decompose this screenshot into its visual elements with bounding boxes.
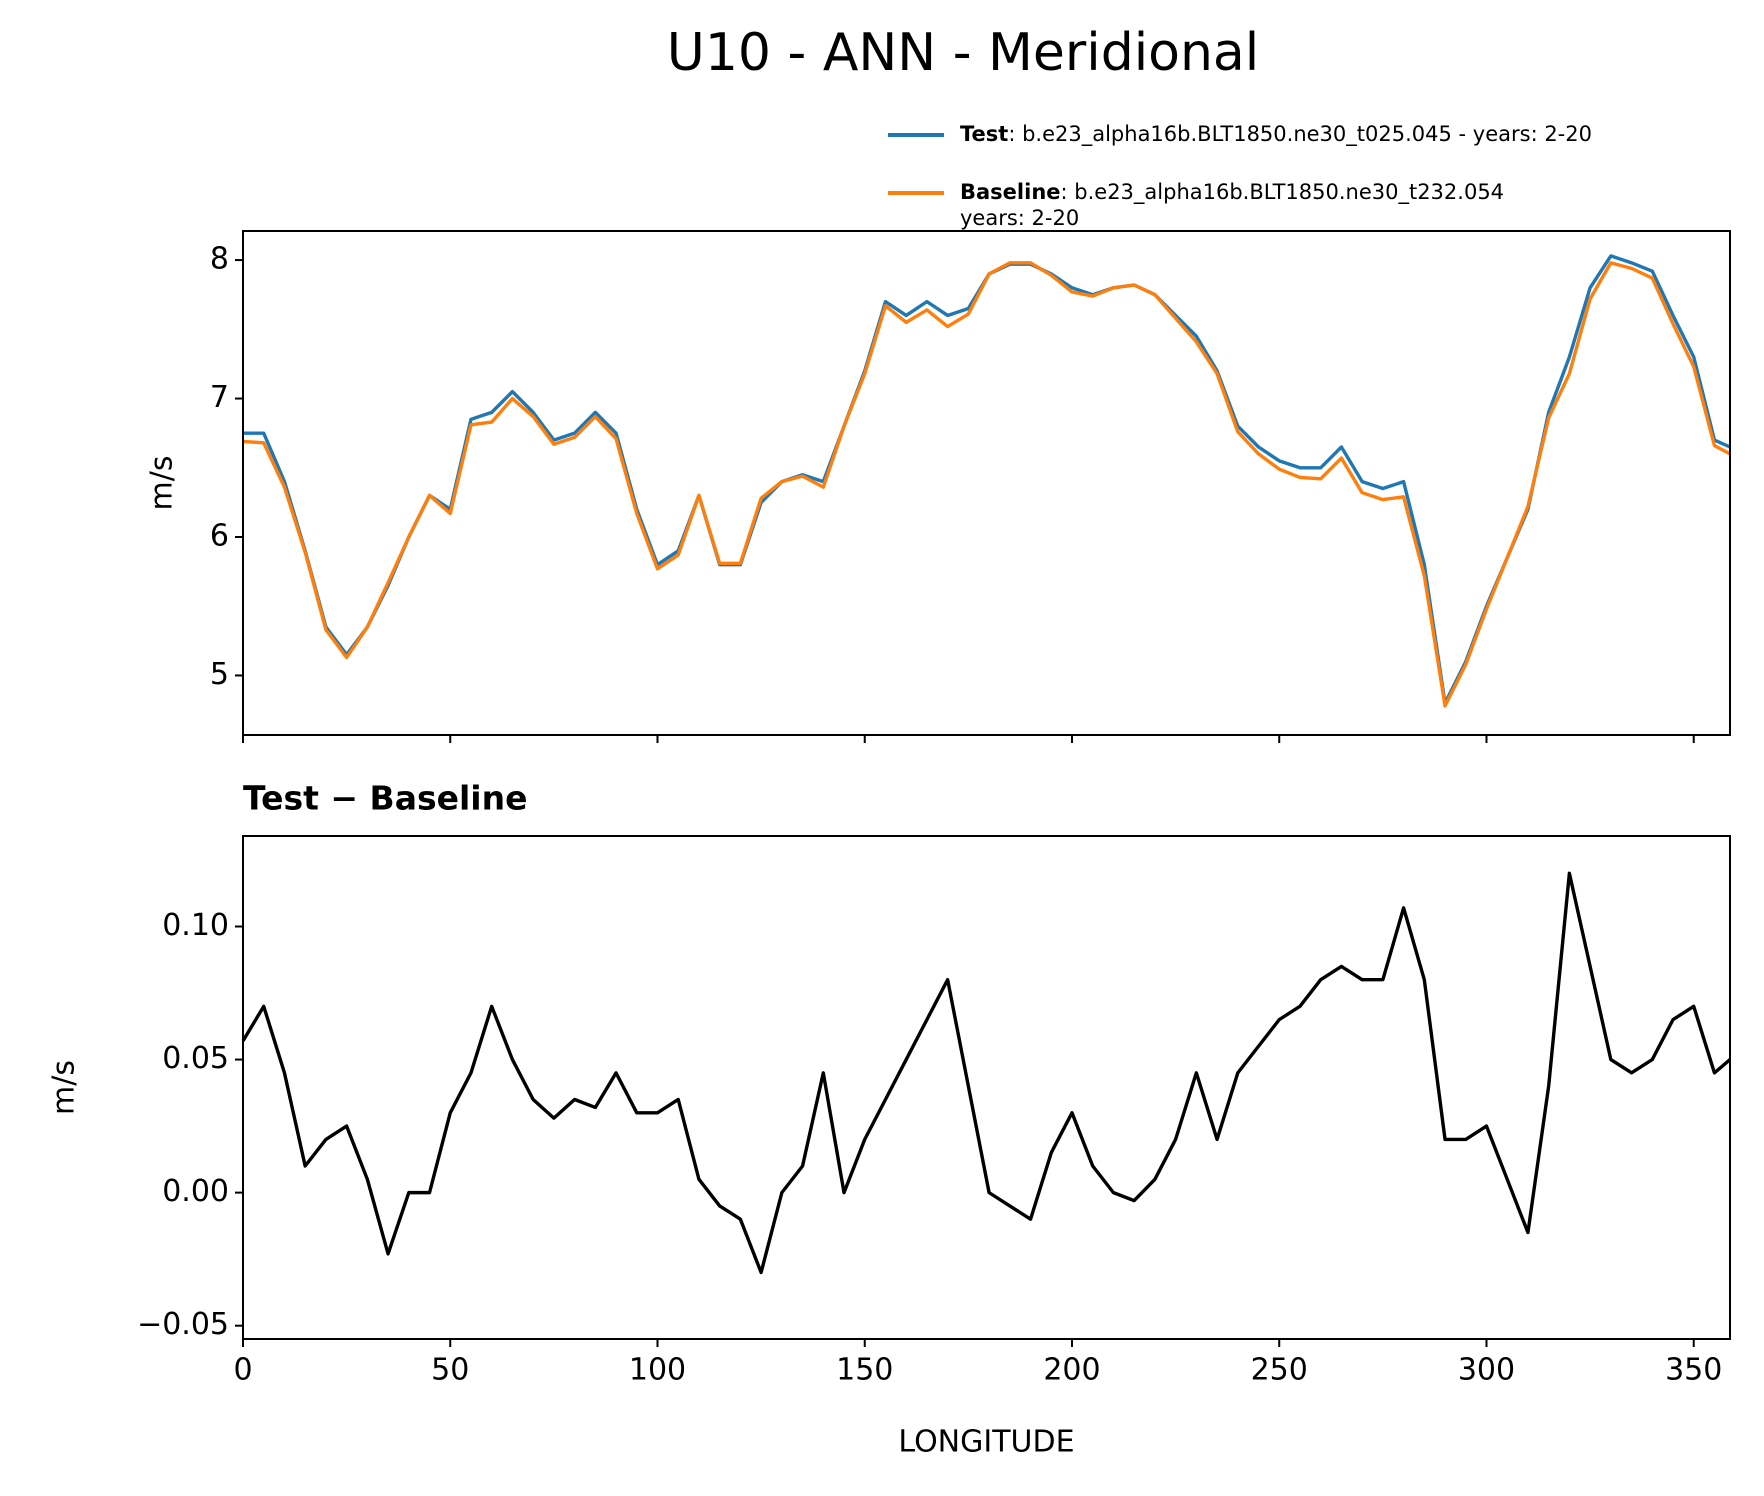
y-tick-label: −0.05 [137, 1307, 229, 1342]
data-line [242, 261, 1731, 708]
y-tick-label: 8 [210, 242, 229, 277]
x-tick-label: 200 [1043, 1353, 1100, 1388]
x-tick-label: 0 [233, 1353, 252, 1388]
data-line [241, 871, 1732, 1275]
y-tick-label: 7 [210, 380, 229, 415]
axes-frame [242, 835, 1731, 1340]
legend-description: years: 2-20 [960, 206, 1079, 230]
x-tick-label: 350 [1665, 1353, 1722, 1388]
legend-description: : b.e23_alpha16b.BLT1850.ne30_t025.045 -… [1008, 122, 1592, 147]
y-tick-label: 0.05 [162, 1041, 229, 1076]
x-tick-label: 50 [431, 1353, 469, 1388]
x-axis-label: LONGITUDE [898, 1425, 1074, 1460]
figure-title: U10 - ANN - Meridional [667, 23, 1259, 83]
y-tick-label: 5 [210, 657, 229, 692]
axes-frame [242, 230, 1731, 736]
y-tick-label: 0.00 [162, 1174, 229, 1209]
legend-description: : b.e23_alpha16b.BLT1850.ne30_t232.054 [1061, 180, 1505, 205]
x-tick-label: 100 [629, 1353, 686, 1388]
x-tick-label: 150 [836, 1353, 893, 1388]
legend-label: Test: b.e23_alpha16b.BLT1850.ne30_t025.0… [960, 122, 1592, 147]
y-tick-label: 6 [210, 519, 229, 554]
y-axis-label: m/s [145, 456, 180, 511]
x-tick-label: 300 [1458, 1353, 1515, 1388]
legend-label: Baseline: b.e23_alpha16b.BLT1850.ne30_t2… [960, 180, 1504, 205]
legend-name: Test [960, 122, 1008, 146]
legend-name: Baseline [960, 180, 1061, 204]
axes-title: Test − Baseline [243, 779, 528, 818]
y-tick-label: 0.10 [162, 908, 229, 943]
x-tick-label: 250 [1251, 1353, 1308, 1388]
y-axis-label: m/s [47, 1060, 82, 1115]
